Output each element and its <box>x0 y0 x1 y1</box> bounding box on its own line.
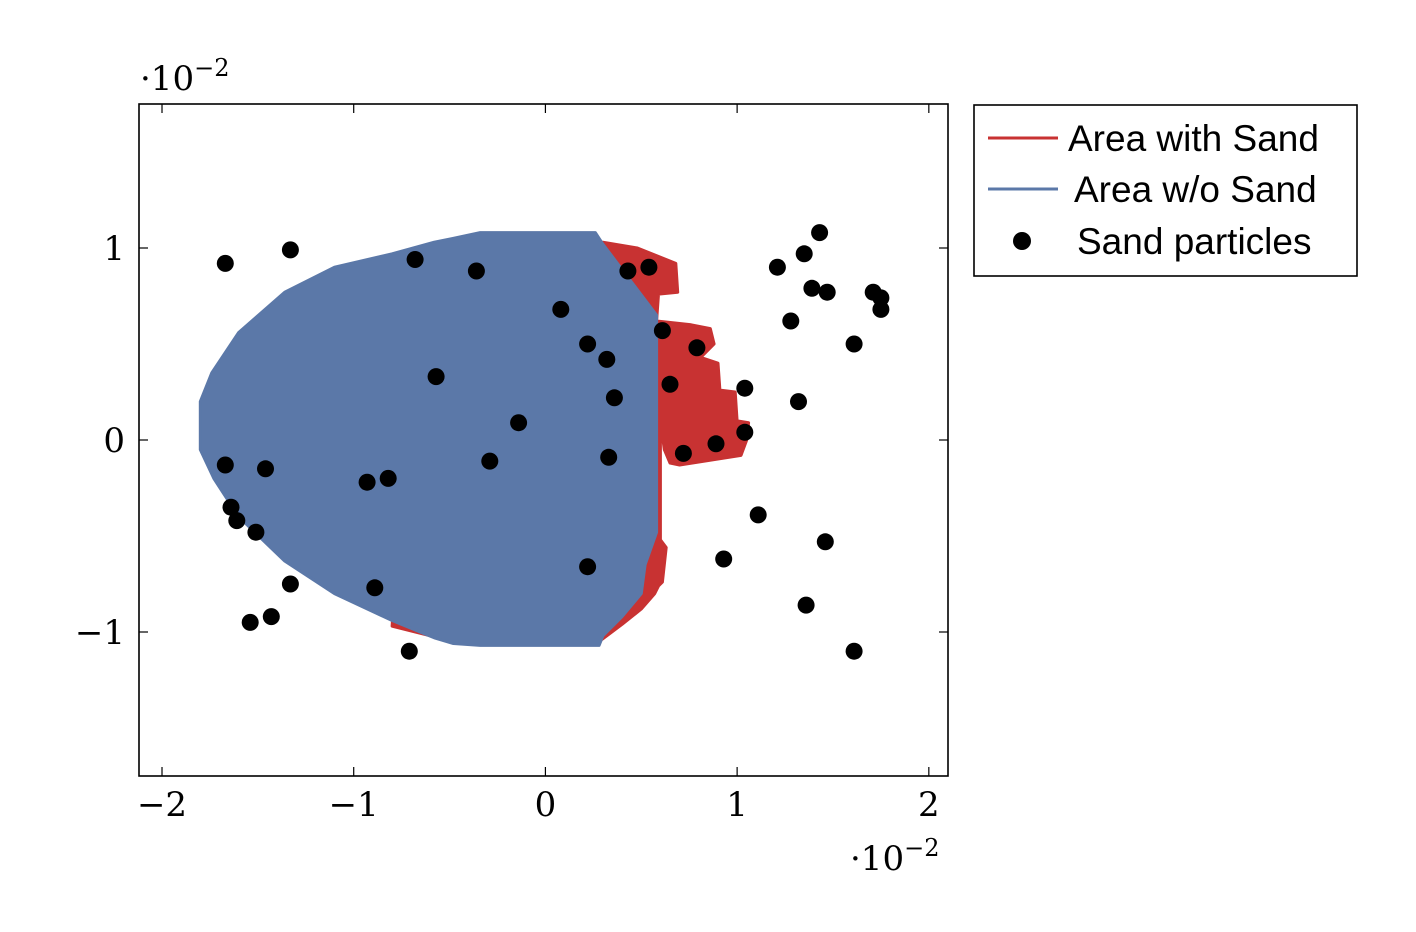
sand-particle-point <box>257 460 274 478</box>
sand-particle-point <box>797 596 815 614</box>
sand-particle-point <box>688 339 706 357</box>
sand-particle-point <box>803 279 821 297</box>
y-tick-label: 0 <box>103 421 125 461</box>
sand-particle-point <box>406 251 424 268</box>
sand-particle-point <box>736 423 754 441</box>
sand-particle-point <box>598 350 616 368</box>
area-area-w-o-sand <box>198 231 659 647</box>
sand-particle-point <box>768 258 786 276</box>
x-tick-label: −1 <box>329 785 379 825</box>
sand-particle-point <box>736 379 754 397</box>
sand-particle-point <box>619 262 637 280</box>
sand-particle-point <box>222 498 240 516</box>
sand-particle-point <box>661 375 679 393</box>
legend-label-area-without-sand: Area w/o Sand <box>1074 169 1317 210</box>
sand-particle-point <box>216 254 234 272</box>
sand-particle-point <box>818 283 836 301</box>
sand-particle-point <box>228 512 246 530</box>
sand-particle-point <box>749 506 767 524</box>
sand-particle-point <box>653 322 671 340</box>
y-tick-label: 1 <box>103 229 125 269</box>
sand-particle-point <box>247 523 265 541</box>
sand-particle-point <box>579 335 597 353</box>
sand-particle-point <box>816 533 834 551</box>
sand-particle-point <box>262 608 280 626</box>
sand-particle-point <box>782 312 800 330</box>
sand-particle-point <box>707 435 725 453</box>
sand-particle-point <box>640 258 658 276</box>
sand-particle-point <box>427 368 445 386</box>
sand-particle-point <box>281 241 299 259</box>
legend-label-area-with-sand: Area with Sand <box>1068 118 1319 159</box>
sand-particle-point <box>715 550 733 568</box>
x-tick-label: 0 <box>535 785 557 825</box>
sand-particle-point <box>605 389 623 407</box>
x-tick-label: 1 <box>726 785 748 825</box>
sand-particle-point <box>795 245 813 263</box>
area-layer <box>198 231 751 647</box>
x-scale-label: ·10−2 <box>850 834 939 879</box>
x-tick-label: −2 <box>137 785 187 825</box>
y-tick-label: −1 <box>75 613 125 653</box>
sand-particle-point <box>400 642 418 660</box>
points-layer <box>216 224 890 660</box>
y-scale-label: ·10−2 <box>140 54 229 99</box>
sand-particle-point <box>872 300 890 318</box>
sand-particle-point <box>366 579 384 597</box>
sand-particle-point <box>481 452 499 470</box>
sand-particle-point <box>241 613 259 631</box>
sand-particle-point <box>552 300 570 318</box>
sand-particle-point <box>579 558 597 576</box>
sand-particle-point <box>845 642 863 660</box>
sand-particle-point <box>600 448 618 466</box>
sand-particle-point <box>358 473 376 491</box>
sand-particle-point <box>845 335 863 353</box>
sand-particle-point <box>790 393 807 411</box>
ticks-layer: −2 −1 0 1 2 −1 0 1 <box>75 104 948 825</box>
legend-label-sand-particles: Sand particles <box>1077 221 1311 262</box>
sand-particle-point <box>281 575 299 593</box>
sand-particle-point <box>510 414 528 432</box>
sand-particle-point <box>467 262 485 280</box>
legend: Area with Sand Area w/o Sand Sand partic… <box>973 104 1358 277</box>
sand-particle-point <box>379 469 397 487</box>
sand-particle-point <box>216 456 234 474</box>
legend-swatch-sand-particles <box>1013 232 1031 250</box>
sand-particle-point <box>674 444 692 462</box>
sand-particle-point <box>811 224 829 242</box>
x-tick-label: 2 <box>918 785 940 825</box>
